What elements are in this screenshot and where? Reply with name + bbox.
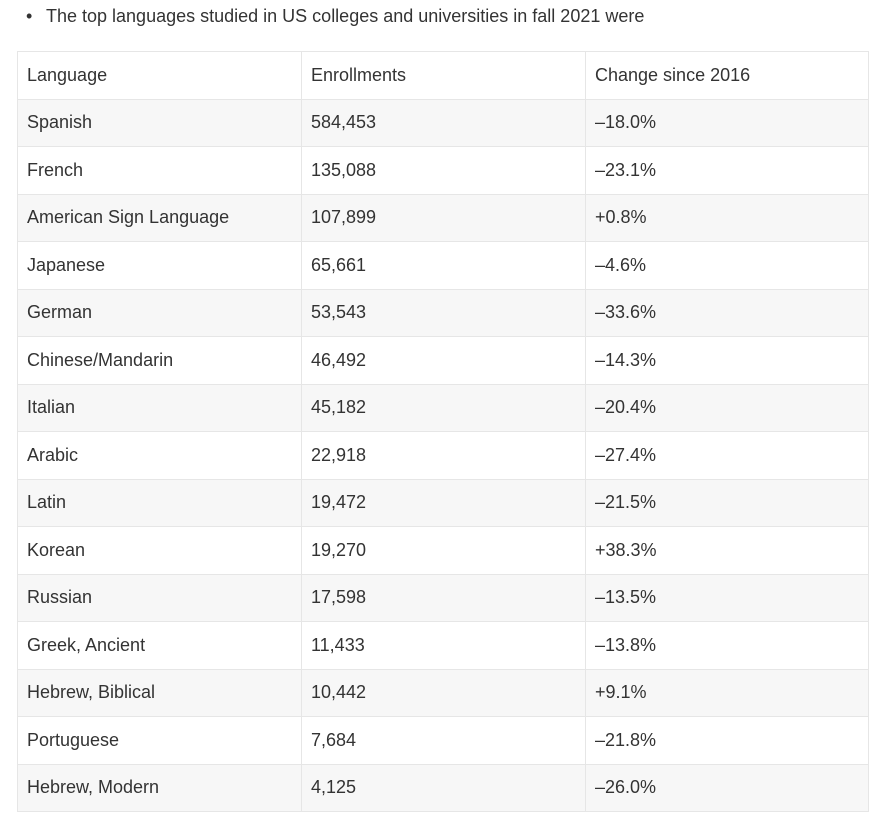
table-cell: Hebrew, Modern (17, 763, 302, 812)
table-row: Spanish 584,453 –18.0% (17, 98, 869, 147)
table-cell: –13.5% (585, 573, 869, 622)
language-table: Language Enrollments Change since 2016 Span… (17, 51, 869, 812)
table-cell: 46,492 (301, 336, 586, 385)
table-cell: 65,661 (301, 241, 586, 290)
table-row: German 53,543 –33.6% (17, 288, 869, 337)
table-cell: Japanese (17, 241, 302, 290)
header-cell: Language (17, 51, 302, 100)
table-cell: 22,918 (301, 431, 586, 480)
table-cell: Chinese/Mandarin (17, 336, 302, 385)
table-cell: French (17, 146, 302, 195)
table-cell: 53,543 (301, 288, 586, 337)
table-cell: Arabic (17, 431, 302, 480)
table-row: Arabic 22,918 –27.4% (17, 431, 869, 480)
table-cell: –23.1% (585, 146, 869, 195)
table-cell: –21.5% (585, 478, 869, 527)
table-cell: 7,684 (301, 716, 586, 765)
table-cell: –27.4% (585, 431, 869, 480)
table-row: Italian 45,182 –20.4% (17, 383, 869, 432)
table-cell: Greek, Ancient (17, 621, 302, 670)
table-cell: –20.4% (585, 383, 869, 432)
table-cell: –4.6% (585, 241, 869, 290)
table-cell: 17,598 (301, 573, 586, 622)
table-cell: –33.6% (585, 288, 869, 337)
table-cell: –21.8% (585, 716, 869, 765)
header-row: Language Enrollments Change since 2016 (17, 51, 869, 100)
table-cell: 135,088 (301, 146, 586, 195)
table-cell: Korean (17, 526, 302, 575)
table-row: American Sign Language 107,899 +0.8% (17, 193, 869, 242)
table-cell: 11,433 (301, 621, 586, 670)
bullet-text: The top languages studied in US colleges… (46, 6, 645, 26)
table-row: Chinese/Mandarin 46,492 –14.3% (17, 336, 869, 385)
table-cell: Russian (17, 573, 302, 622)
table-cell: 10,442 (301, 668, 586, 717)
table-row: Korean 19,270 +38.3% (17, 526, 869, 575)
table-cell: Spanish (17, 98, 302, 147)
table-cell: +0.8% (585, 193, 869, 242)
table-cell: Portuguese (17, 716, 302, 765)
table-cell: 19,270 (301, 526, 586, 575)
table-row: Russian 17,598 –13.5% (17, 573, 869, 622)
table-cell: +9.1% (585, 668, 869, 717)
table-row: French 135,088 –23.1% (17, 146, 869, 195)
table-cell: 4,125 (301, 763, 586, 812)
table-row: Hebrew, Modern 4,125 –26.0% (17, 763, 869, 812)
table-row: Japanese 65,661 –4.6% (17, 241, 869, 290)
table-row: Hebrew, Biblical 10,442 +9.1% (17, 668, 869, 717)
table-row: Portuguese 7,684 –21.8% (17, 716, 869, 765)
table-cell: 45,182 (301, 383, 586, 432)
header-cell: Change since 2016 (585, 51, 869, 100)
table-cell: –26.0% (585, 763, 869, 812)
table-row: Latin 19,472 –21.5% (17, 478, 869, 527)
table-cell: –14.3% (585, 336, 869, 385)
table-cell: 107,899 (301, 193, 586, 242)
table-cell: Hebrew, Biblical (17, 668, 302, 717)
table-cell: American Sign Language (17, 193, 302, 242)
bullet-dot: • (26, 6, 33, 26)
header-cell: Enrollments (301, 51, 586, 100)
table-row: Greek, Ancient 11,433 –13.8% (17, 621, 869, 670)
table-cell: 19,472 (301, 478, 586, 527)
table-cell: –13.8% (585, 621, 869, 670)
table-cell: German (17, 288, 302, 337)
table-cell: Italian (17, 383, 302, 432)
table-cell: 584,453 (301, 98, 586, 147)
table-cell: Latin (17, 478, 302, 527)
table-cell: –18.0% (585, 98, 869, 147)
table-cell: +38.3% (585, 526, 869, 575)
